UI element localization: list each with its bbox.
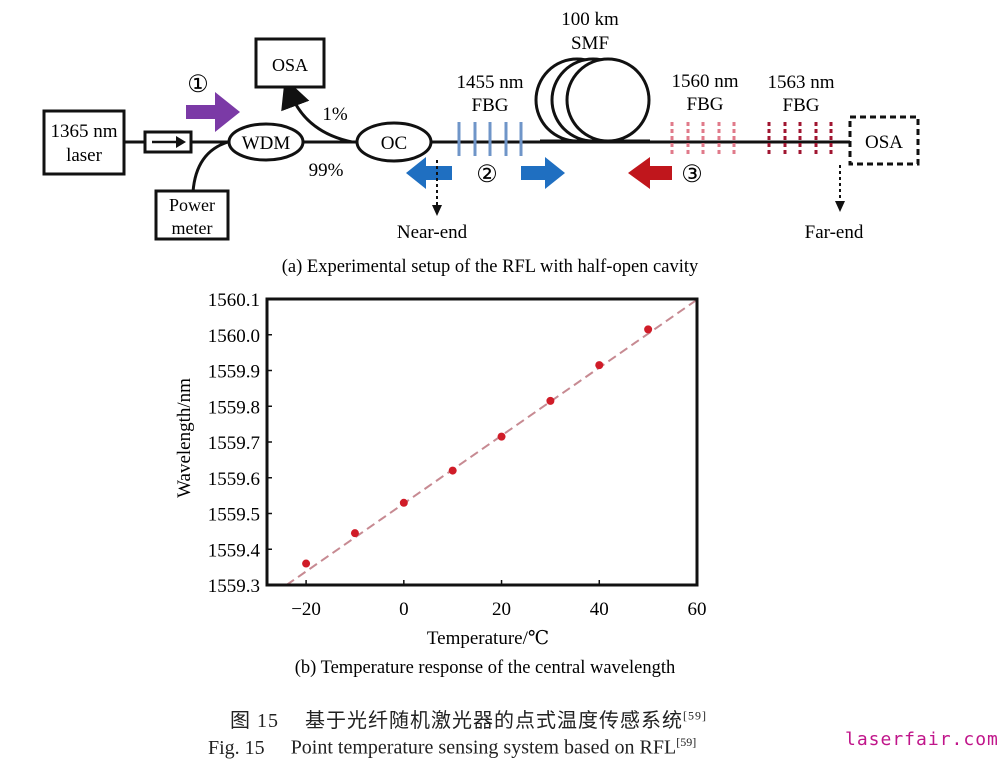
caption-chinese: 图 15 基于光纤随机激光器的点式温度传感系统[59]: [230, 704, 707, 733]
data-point: [448, 466, 457, 475]
data-point: [546, 396, 555, 405]
svg-text:1365 nm: 1365 nm: [50, 121, 117, 142]
fbg-1455: [457, 122, 523, 156]
caption-zh-ref: [59]: [683, 708, 707, 723]
x-axis-label: Temperature/℃: [427, 628, 549, 649]
caption-zh-number: 图 15: [230, 710, 279, 732]
far-end-arrow-icon: [835, 201, 845, 212]
x-tick-label: 60: [688, 599, 707, 620]
fbg-1560: [670, 122, 736, 156]
near-end-arrow-icon: [432, 205, 442, 216]
fbg1560-label: 1560 nm: [671, 71, 738, 92]
watermark[interactable]: laserfair.com: [845, 729, 997, 750]
x-tick-label: −20: [291, 599, 321, 620]
reflection-arrow-icon: [628, 157, 672, 189]
y-tick-label: 1559.9: [208, 362, 260, 383]
laser-box: 1365 nm laser: [42, 109, 126, 176]
osa-near-box: OSA: [254, 37, 326, 89]
osa-far-box: OSA: [848, 115, 920, 166]
data-point: [399, 498, 408, 507]
svg-text:OC: OC: [381, 133, 407, 154]
y-tick-label: 1559.4: [208, 540, 261, 561]
smf-label: 100 km: [561, 9, 619, 30]
y-tick-label: 1559.5: [208, 505, 260, 526]
caption-zh-text: 基于光纤随机激光器的点式温度传感系统: [305, 710, 683, 732]
caption-a: (a) Experimental setup of the RFL with h…: [282, 257, 699, 277]
wdm-coupler: WDM: [227, 122, 305, 162]
fbg1563-sublabel: FBG: [783, 95, 820, 116]
y-tick-label: 1560.0: [208, 326, 260, 347]
svg-text:OSA: OSA: [272, 55, 308, 75]
svg-text:OSA: OSA: [865, 132, 903, 153]
near-end-label: Near-end: [397, 222, 468, 243]
y-tick-label: 1559.3: [208, 576, 260, 597]
data-point: [350, 529, 359, 538]
data-point: [595, 361, 604, 370]
y-tick-label: 1560.1: [208, 290, 260, 311]
tap-fiber: [281, 77, 353, 144]
marker-2: ②: [476, 162, 498, 188]
isolator-icon: [143, 130, 193, 154]
caption-en-text: Point temperature sensing system based o…: [290, 736, 677, 759]
x-tick-label: 40: [590, 599, 609, 620]
fbg-1563: [767, 122, 833, 156]
data-point: [302, 559, 311, 568]
smf-sublabel: SMF: [571, 33, 609, 54]
y-tick-label: 1559.6: [208, 469, 260, 490]
split-1pct-label: 1%: [322, 104, 348, 125]
marker-3: ③: [681, 162, 703, 188]
backward-stokes-arrow-icon: [406, 157, 452, 189]
caption-english: Fig. 15 Point temperature sensing system …: [208, 735, 696, 760]
y-axis-label: Wavelength/nm: [174, 378, 195, 498]
forward-stokes-arrow-icon: [521, 157, 565, 189]
data-point: [497, 432, 506, 441]
smf-spool-icon: [534, 57, 651, 143]
x-tick-label: 0: [399, 599, 409, 620]
fbg1455-sublabel: FBG: [472, 95, 509, 116]
fbg1455-label: 1455 nm: [456, 72, 523, 93]
caption-en-number: Fig. 15: [208, 736, 265, 759]
plot-frame: [265, 297, 699, 587]
svg-text:Power: Power: [169, 195, 215, 215]
setup-diagram: 1365 nm laser Power meter WDM ① OSA 1% 9…: [42, 9, 920, 277]
temperature-chart: −20 0 20 40 60 1559.3 1559.4 1559.5 1559.6 1559.7…: [174, 290, 707, 678]
svg-text:WDM: WDM: [242, 133, 291, 154]
split-99pct-label: 99%: [309, 160, 344, 181]
far-end-label: Far-end: [805, 222, 864, 243]
svg-text:laser: laser: [66, 145, 103, 166]
fbg1560-sublabel: FBG: [687, 94, 724, 115]
y-tick-label: 1559.7: [208, 433, 260, 454]
pump-arrow-icon: [186, 92, 240, 132]
power-meter-fiber: [191, 140, 229, 193]
chart-title: (b) Temperature response of the central …: [295, 658, 676, 678]
data-point: [644, 325, 653, 334]
fbg1563-label: 1563 nm: [767, 72, 834, 93]
marker-1: ①: [187, 72, 209, 98]
svg-text:meter: meter: [172, 218, 213, 238]
x-tick-label: 20: [492, 599, 511, 620]
caption-en-ref: [59]: [676, 735, 697, 749]
fit-line: [285, 299, 697, 585]
power-meter-box: Power meter: [154, 189, 230, 241]
y-tick-label: 1559.8: [208, 397, 260, 418]
optical-coupler: OC: [355, 121, 433, 163]
